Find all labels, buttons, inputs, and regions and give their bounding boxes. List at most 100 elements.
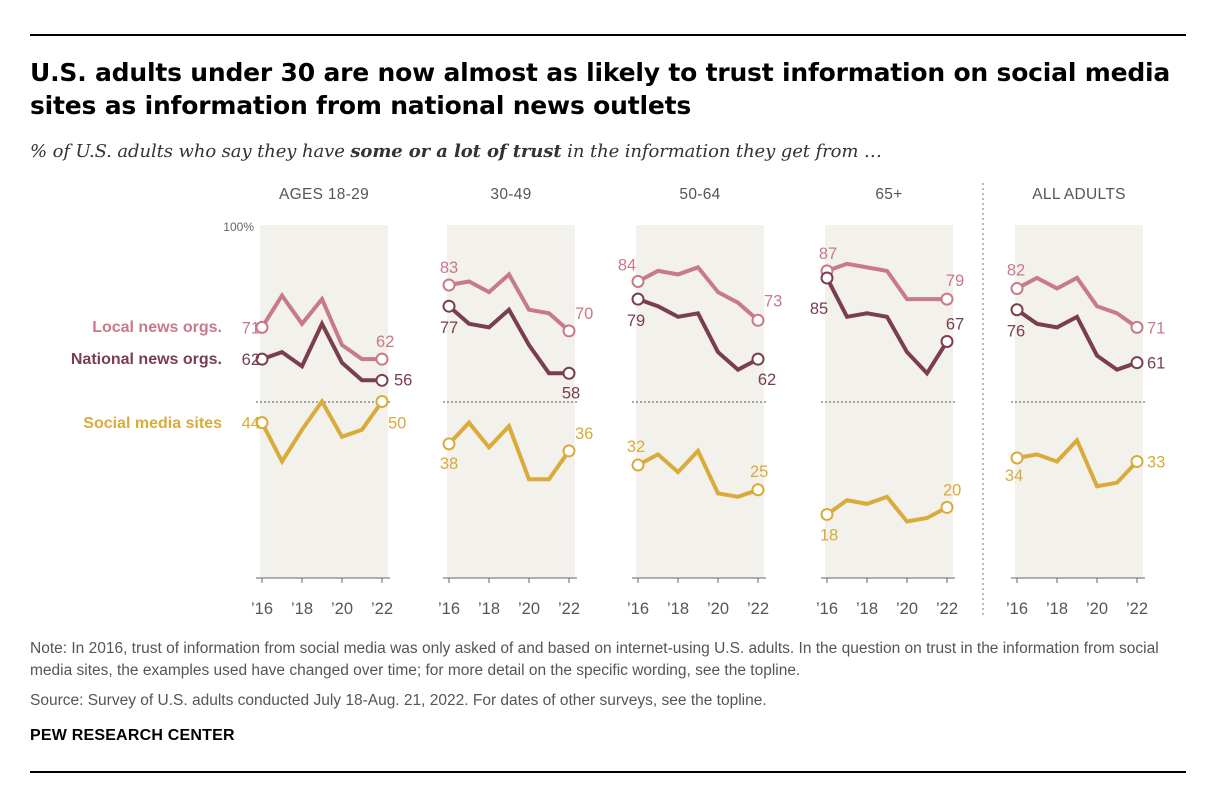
end-point-marker [375,395,389,408]
x-tick-label: ’16 [438,600,460,618]
end-point-marker [562,324,576,338]
x-tick-label: ’22 [936,600,958,618]
x-tick-label: ’18 [667,600,689,618]
data-label-end: 33 [1147,454,1165,472]
start-point-marker [1010,451,1024,465]
data-label-start: 77 [440,319,458,337]
x-tick-label: ’20 [707,600,729,618]
data-label-end: 62 [758,371,776,389]
series-label-national: National news orgs. [71,351,222,368]
data-label-start: 76 [1007,323,1025,341]
end-point-marker [375,352,389,366]
start-point-marker [442,299,456,313]
series-label-social: Social media sites [83,415,222,432]
x-tick-label: ’20 [1086,600,1108,618]
series-line-local [826,261,947,302]
end-point-marker [562,366,576,380]
start-point-marker [442,278,456,292]
series-line-local [637,265,760,322]
panel-header-label: AGES 18-29 [279,186,369,203]
data-label-end: 79 [946,272,964,290]
panel-header-label: 65+ [875,186,902,203]
data-label-start: 83 [440,259,458,277]
series-line-national [447,304,569,376]
subtitle-prefix: % of U.S. adults who say they have [30,141,351,162]
series-line-social [637,447,759,499]
data-label-end: 50 [388,415,406,433]
x-tick-label: ’16 [627,600,649,618]
subtitle-suffix: in the information they get from … [561,141,882,162]
start-point-marker [1010,282,1024,296]
end-point-marker [751,313,765,327]
series-line-local [260,292,382,362]
end-point-marker [1130,320,1144,334]
x-tick-label: ’20 [331,600,353,618]
data-label-start: 34 [1005,467,1023,485]
data-label-end: 20 [943,481,961,499]
x-tick-label: ’16 [1006,600,1028,618]
x-tick-label: ’22 [747,600,769,618]
series-line-local [1016,275,1139,330]
end-point-marker [940,500,954,514]
data-label-start: 38 [440,455,458,473]
x-tick-label: ’16 [816,600,838,618]
x-tick-label: ’22 [371,600,393,618]
data-label-end: 25 [750,463,768,481]
x-tick-label: ’16 [251,600,273,618]
data-label-end: 56 [394,371,412,389]
end-point-marker [940,292,954,306]
x-tick-label: ’18 [291,600,313,618]
data-label-start: 62 [242,351,260,369]
chart-title: U.S. adults under 30 are now almost as l… [30,58,1171,120]
series-label-local: Local news orgs. [92,319,222,336]
chart-subtitle: % of U.S. adults who say they have some … [30,141,1190,162]
data-label-end: 62 [376,333,394,351]
data-label-end: 70 [575,305,593,323]
chart-note: Note: In 2016, trust of information from… [30,640,1159,679]
data-label-end: 71 [1147,319,1165,337]
data-label-start: 79 [627,312,645,330]
series-line-social [1016,436,1139,489]
end-point-marker [940,334,954,348]
end-point-marker [751,352,765,366]
start-point-marker [255,320,269,334]
start-point-marker [1010,303,1024,317]
small-multiples-line-chart: 100% Local news orgs. National news orgs. S… [71,183,1165,618]
end-point-marker [751,483,765,497]
data-label-start: 84 [618,256,636,274]
series-line-national [1015,308,1138,372]
series-line-national [261,319,382,383]
x-tick-label: ’22 [558,600,580,618]
series-line-national [637,297,759,373]
x-tick-label: ’20 [896,600,918,618]
start-point-marker [631,292,645,306]
data-label-end: 58 [562,384,580,402]
start-point-marker [255,352,269,366]
x-tick-label: ’18 [478,600,500,618]
x-tick-label: ’22 [1126,600,1148,618]
data-label-end: 73 [764,292,782,310]
start-point-marker [820,507,834,521]
start-point-marker [255,416,269,430]
series-line-local [448,271,571,333]
series-line-social [825,494,948,524]
chart-source: Source: Survey of U.S. adults conducted … [30,692,767,709]
start-point-marker [442,437,456,451]
data-label-start: 85 [810,300,828,318]
bottom-rule [30,771,1186,773]
start-point-marker [631,458,645,472]
series-line-social [447,419,571,482]
panel-header-label: ALL ADULTS [1032,186,1125,203]
x-tick-label: ’18 [1046,600,1068,618]
start-point-marker [631,274,645,288]
top-rule [30,34,1186,36]
data-label-start: 87 [819,245,837,263]
y-axis-top-label: 100% [223,220,254,234]
panel-header-label: 30-49 [490,186,531,203]
series-line-national [825,276,949,377]
subtitle-bold: some or a lot of trust [350,141,562,162]
data-label-start: 18 [820,526,838,544]
brand-name: PEW RESEARCH CENTER [30,727,235,744]
data-label-end: 67 [946,315,964,333]
data-label-end: 61 [1147,355,1165,373]
